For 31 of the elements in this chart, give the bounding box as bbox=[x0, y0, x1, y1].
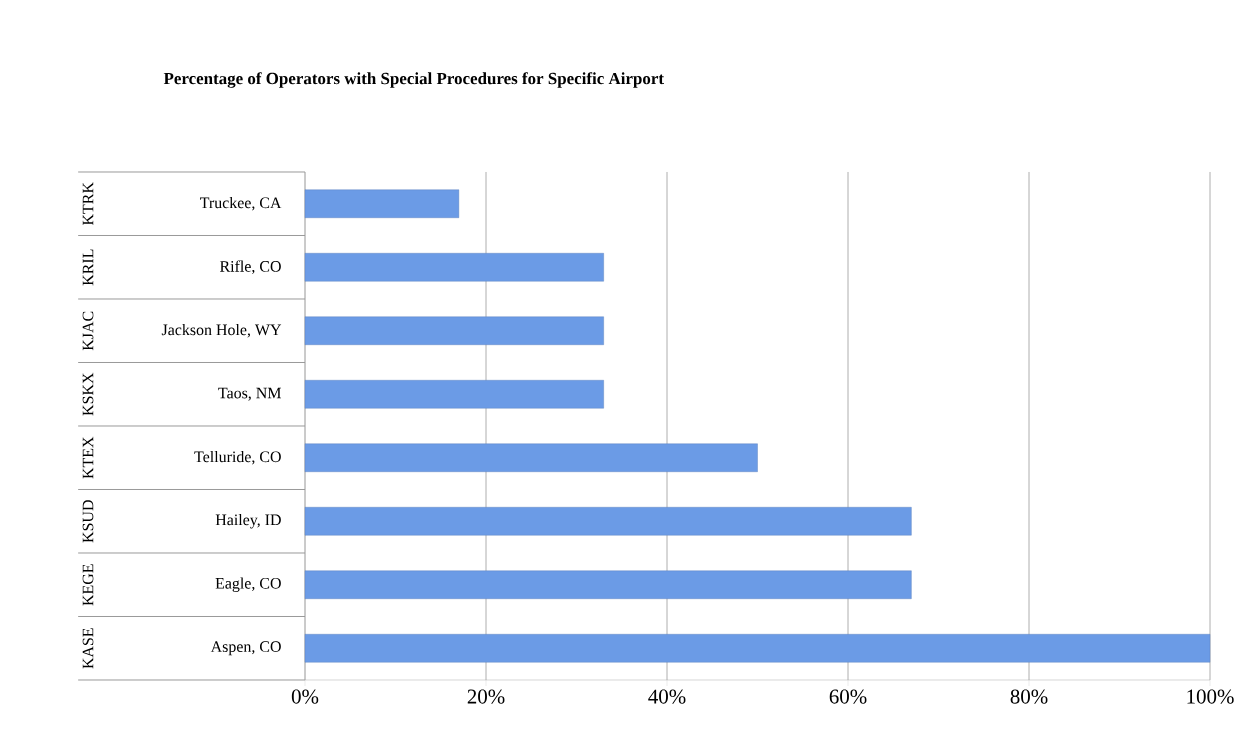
x-tick-label: 100% bbox=[1187, 689, 1234, 704]
bar bbox=[304, 253, 604, 282]
y-tick-label: Telluride, CO bbox=[194, 450, 281, 465]
chart-title: Percentage of Operators with Special Procedures for Specific Airport bbox=[163, 72, 664, 88]
y-tick-label: Truckee, CA bbox=[200, 196, 282, 211]
x-tick-label: 40% bbox=[648, 689, 686, 704]
bar bbox=[304, 570, 912, 599]
text: KTRK bbox=[82, 182, 94, 225]
x-tick-label: 0% bbox=[291, 689, 319, 704]
text: KTEX bbox=[82, 436, 94, 479]
y-tick-label: Aspen, CO bbox=[210, 641, 281, 656]
y-tick-label: Taos, NM bbox=[218, 387, 282, 401]
text: KSUD bbox=[82, 500, 94, 543]
text: KSKX bbox=[82, 372, 94, 416]
x-tick-label: 20% bbox=[467, 689, 505, 704]
text: KEGE bbox=[82, 564, 94, 606]
text: KASE bbox=[82, 628, 94, 669]
y-tick-label: Rifle, CO bbox=[219, 260, 281, 275]
bar bbox=[304, 443, 758, 472]
y-tick-label: Eagle, CO bbox=[215, 577, 281, 592]
text: KRIL bbox=[82, 249, 94, 286]
bar bbox=[304, 189, 460, 218]
bar bbox=[304, 634, 1211, 663]
text: KJAC bbox=[82, 311, 94, 351]
bar bbox=[304, 380, 604, 409]
bar bbox=[304, 316, 604, 345]
x-tick-label: 80% bbox=[1010, 689, 1048, 704]
bar bbox=[304, 507, 912, 536]
x-tick-label: 60% bbox=[829, 689, 867, 704]
y-tick-label: Hailey, ID bbox=[215, 513, 281, 529]
y-tick-label: Jackson Hole, WY bbox=[161, 323, 282, 338]
